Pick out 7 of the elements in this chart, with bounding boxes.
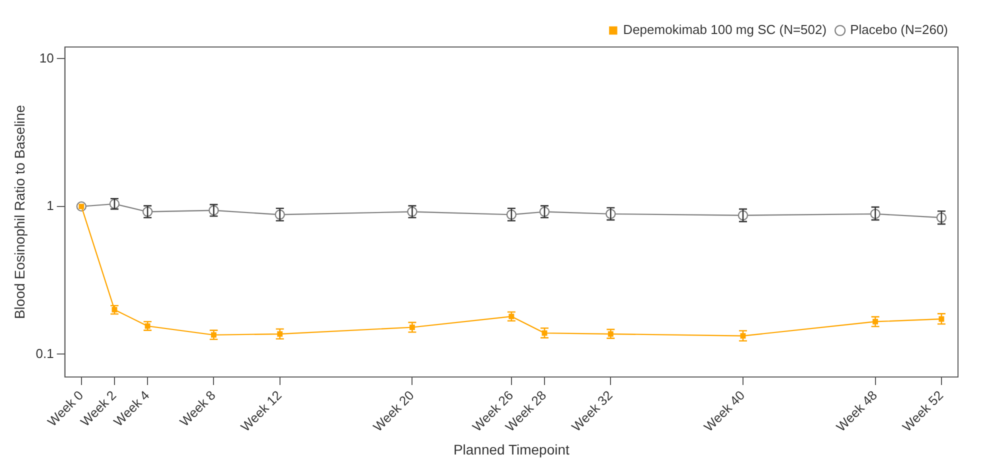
x-axis-title: Planned Timepoint [453, 441, 570, 458]
y-tick-label: 1 [46, 198, 54, 214]
y-tick-label: 10 [39, 50, 54, 66]
y-tick-label: 0.1 [36, 346, 54, 361]
legend-label: Depemokimab 100 mg SC (N=502) [623, 22, 827, 38]
y-axis-title: Blood Eosinophil Ratio to Baseline [11, 104, 28, 320]
legend-label: Placebo (N=260) [850, 22, 948, 38]
